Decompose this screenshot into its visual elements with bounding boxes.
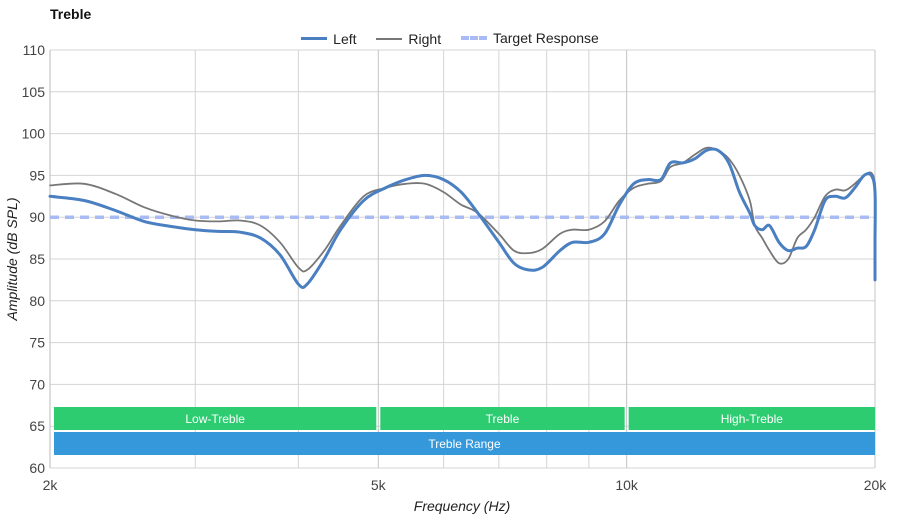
y-tick-label: 95 [29,167,45,183]
legend-label-right: Right [408,31,442,47]
range-band [380,407,625,430]
y-axis-title: Amplitude (dB SPL) [4,198,20,322]
legend-item-right[interactable]: Right [376,31,441,47]
grid-lines [49,49,876,469]
chart-legend: Left Right Target Response [0,27,900,47]
y-axis-tick-labels: 60 65 70 75 80 85 90 95 100 105 110 [22,42,46,476]
y-tick-label: 105 [22,84,46,100]
y-tick-label: 100 [22,126,46,142]
range-band-label: High-Treble [721,412,784,426]
legend-swatch-target-response [460,36,487,40]
x-tick-label: 5k [371,477,387,493]
range-band-label: Treble [486,412,520,426]
frequency-range-bands: Low-Treble Treble High-Treble Treble Range [54,407,875,455]
y-tick-label: 75 [29,335,45,351]
x-tick-label: 2k [43,477,59,493]
x-tick-label: 20k [864,477,888,493]
legend-item-left[interactable]: Left [301,30,357,47]
y-tick-label: 110 [23,42,46,58]
y-tick-label: 60 [29,460,45,476]
range-band-label: Treble Range [428,437,501,451]
legend-item-target-response[interactable]: Target Response [460,30,599,46]
y-tick-label: 70 [29,376,45,392]
range-band [54,432,875,455]
x-axis-tick-labels: 2k 5k 10k 20k [43,477,888,493]
legend-label-left: Left [333,30,357,47]
legend-label-target-response: Target Response [492,30,599,46]
legend-swatch-right [376,38,403,40]
x-tick-label: 10k [615,477,639,493]
y-tick-label: 90 [29,209,45,225]
range-band-label: Low-Treble [185,412,245,426]
series-lines [48,146,877,289]
chart-title: Treble [50,6,92,22]
y-tick-label: 80 [29,293,45,309]
range-band [54,407,377,430]
series-line-right [49,146,877,273]
series-line-left [48,147,877,289]
y-tick-label: 65 [29,418,45,434]
y-tick-label: 85 [29,251,45,267]
legend-swatch-left [301,37,328,40]
x-axis-title: Frequency (Hz) [414,498,510,514]
range-band [628,407,875,430]
